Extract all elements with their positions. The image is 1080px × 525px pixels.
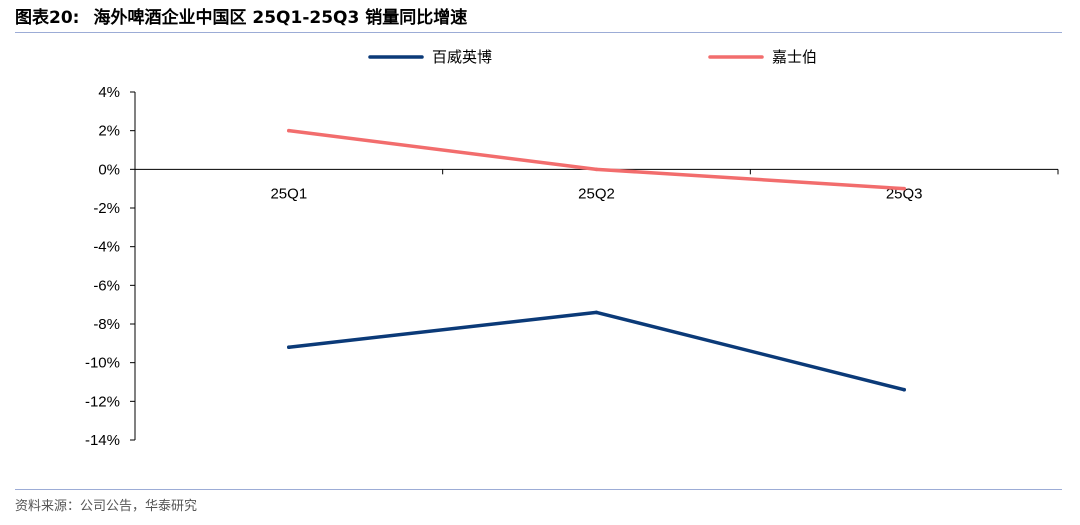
- data-point: [902, 186, 906, 191]
- chart-header: 图表20: 海外啤酒企业中国区 25Q1-25Q3 销量同比增速: [15, 4, 467, 32]
- source-note: 资料来源：公司公告，华泰研究: [15, 499, 198, 514]
- series-line-2: [287, 128, 906, 191]
- y-tick-label: -4%: [93, 239, 120, 256]
- series-group: [287, 128, 906, 392]
- data-point: [902, 387, 906, 392]
- y-tick-label: -6%: [93, 277, 120, 294]
- figure-label: 图表20:: [15, 8, 80, 28]
- y-tick-label: -8%: [93, 316, 120, 333]
- y-tick-label: -2%: [93, 200, 120, 217]
- legend: 百威英博 嘉士伯: [368, 48, 817, 66]
- y-tick-label: -10%: [85, 355, 120, 372]
- chart-title: 海外啤酒企业中国区 25Q1-25Q3 销量同比增速: [93, 8, 468, 28]
- y-tick-label: 2%: [98, 123, 120, 140]
- y-tick-label: -12%: [85, 393, 120, 410]
- y-tick-label: -14%: [85, 432, 120, 449]
- data-point: [594, 310, 599, 315]
- x-tick-label: 25Q2: [578, 185, 615, 202]
- y-axis: 4% 2% 0% -2% -4% -6% -8% -10% -12% -14%: [85, 84, 136, 449]
- data-point: [287, 345, 291, 350]
- series-line-1: [287, 310, 906, 392]
- header-rule: [15, 32, 1062, 33]
- data-point: [594, 167, 599, 172]
- line-chart: 百威英博 嘉士伯 4% 2% 0% -2% -4% -6% -8% -10% -12% -14% 2…: [85, 48, 1059, 449]
- legend-label: 嘉士伯: [772, 49, 817, 66]
- x-axis: 25Q1 25Q2 25Q3: [135, 168, 1059, 202]
- legend-label: 百威英博: [432, 48, 492, 66]
- data-point: [287, 128, 291, 133]
- y-tick-label: 0%: [98, 161, 120, 178]
- x-tick-label: 25Q1: [270, 185, 307, 202]
- y-tick-label: 4%: [98, 84, 120, 101]
- footer-rule: [15, 489, 1062, 490]
